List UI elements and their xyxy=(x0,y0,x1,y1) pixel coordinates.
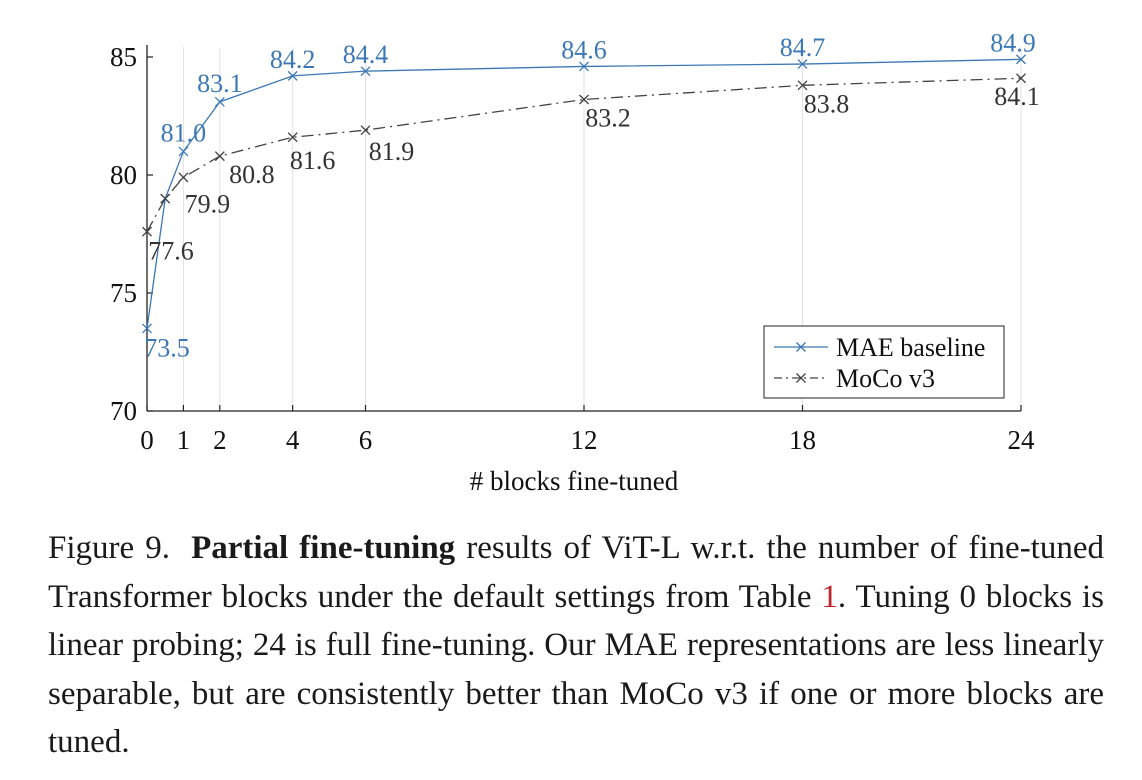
x-tick-label-0: 0 xyxy=(140,425,154,455)
data-label-0-4: 84.4 xyxy=(343,40,389,69)
series-1-marker-3 xyxy=(214,151,225,162)
caption-text-1: results of ViT-L w.r.t. the number of fi… xyxy=(48,530,1105,615)
series-layer xyxy=(142,54,1026,334)
series-0-marker-6 xyxy=(579,61,589,72)
figure-caption: Figure 9. Partial fine-tuning results of… xyxy=(48,524,1104,767)
data-label-0-3: 84.2 xyxy=(270,45,316,74)
series-1-marker-7 xyxy=(797,80,808,91)
data-label-1-5: 83.2 xyxy=(585,103,631,132)
legend-marker-0 xyxy=(796,342,806,352)
data-label-1-0: 77.6 xyxy=(148,237,194,266)
legend-box xyxy=(763,325,1005,399)
x-tick-label-6: 6 xyxy=(359,425,373,455)
series-0-marker-3 xyxy=(214,96,225,107)
x-tick-label-12: 12 xyxy=(571,425,598,455)
series-1-marker-0 xyxy=(142,226,152,237)
x-tick-label-4: 4 xyxy=(286,425,300,455)
data-label-0-6: 84.7 xyxy=(780,33,826,62)
y-tick-label-75: 75 xyxy=(110,278,137,308)
legend-label-1: MoCo v3 xyxy=(836,364,935,393)
x-tick-label-1: 1 xyxy=(177,425,191,455)
legend-label-0: MAE baseline xyxy=(836,333,985,362)
data-label-1-7: 84.1 xyxy=(994,82,1040,111)
x-tick-label-18: 18 xyxy=(789,425,816,455)
data-label-0-2: 83.1 xyxy=(197,69,243,98)
data-label-0-5: 84.6 xyxy=(561,35,607,64)
series-0-marker-5 xyxy=(360,66,371,77)
series-0-marker-0 xyxy=(142,323,152,334)
x-axis-label: # blocks fine-tuned xyxy=(470,466,679,496)
series-1-marker-5 xyxy=(360,125,371,136)
data-label-1-1: 79.9 xyxy=(185,189,231,218)
data-label-1-6: 83.8 xyxy=(804,89,850,118)
series-0-marker-8 xyxy=(1016,54,1026,65)
data-label-0-1: 81.0 xyxy=(161,118,207,147)
series-0-marker-2 xyxy=(178,146,189,157)
y-tick-label-70: 70 xyxy=(110,396,137,426)
series-1-marker-8 xyxy=(1016,73,1026,84)
series-1-marker-2 xyxy=(178,172,189,183)
series-0-marker-7 xyxy=(797,59,808,70)
series-1-marker-4 xyxy=(287,132,298,143)
caption-bold-title: Partial fine-tuning xyxy=(191,530,456,566)
caption-text-2: . Tuning 0 blocks is linear probing; 24 … xyxy=(48,578,1104,761)
x-tick-label-24: 24 xyxy=(1008,425,1036,455)
data-label-0-7: 84.9 xyxy=(990,28,1036,57)
legend-marker-1 xyxy=(796,373,806,383)
data-label-1-2: 80.8 xyxy=(229,160,275,189)
y-tick-label-85: 85 xyxy=(110,42,137,72)
series-1-marker-6 xyxy=(579,94,589,105)
data-label-1-3: 81.6 xyxy=(290,146,336,175)
data-labels: 73.5 81.0 83.1 84.2 84.4 84.6 84.7 84.9 77.6 79.9… xyxy=(144,28,1040,362)
data-label-1-4: 81.9 xyxy=(369,137,415,166)
data-label-0-0: 73.5 xyxy=(144,333,190,362)
x-tick-label-2: 2 xyxy=(213,425,227,455)
caption-figure-label: Figure 9. xyxy=(48,530,170,566)
y-tick-label-80: 80 xyxy=(110,160,137,190)
series-0-marker-4 xyxy=(287,70,298,81)
caption-table-ref[interactable]: 1 xyxy=(821,578,838,615)
series-1-marker-1 xyxy=(160,193,171,204)
